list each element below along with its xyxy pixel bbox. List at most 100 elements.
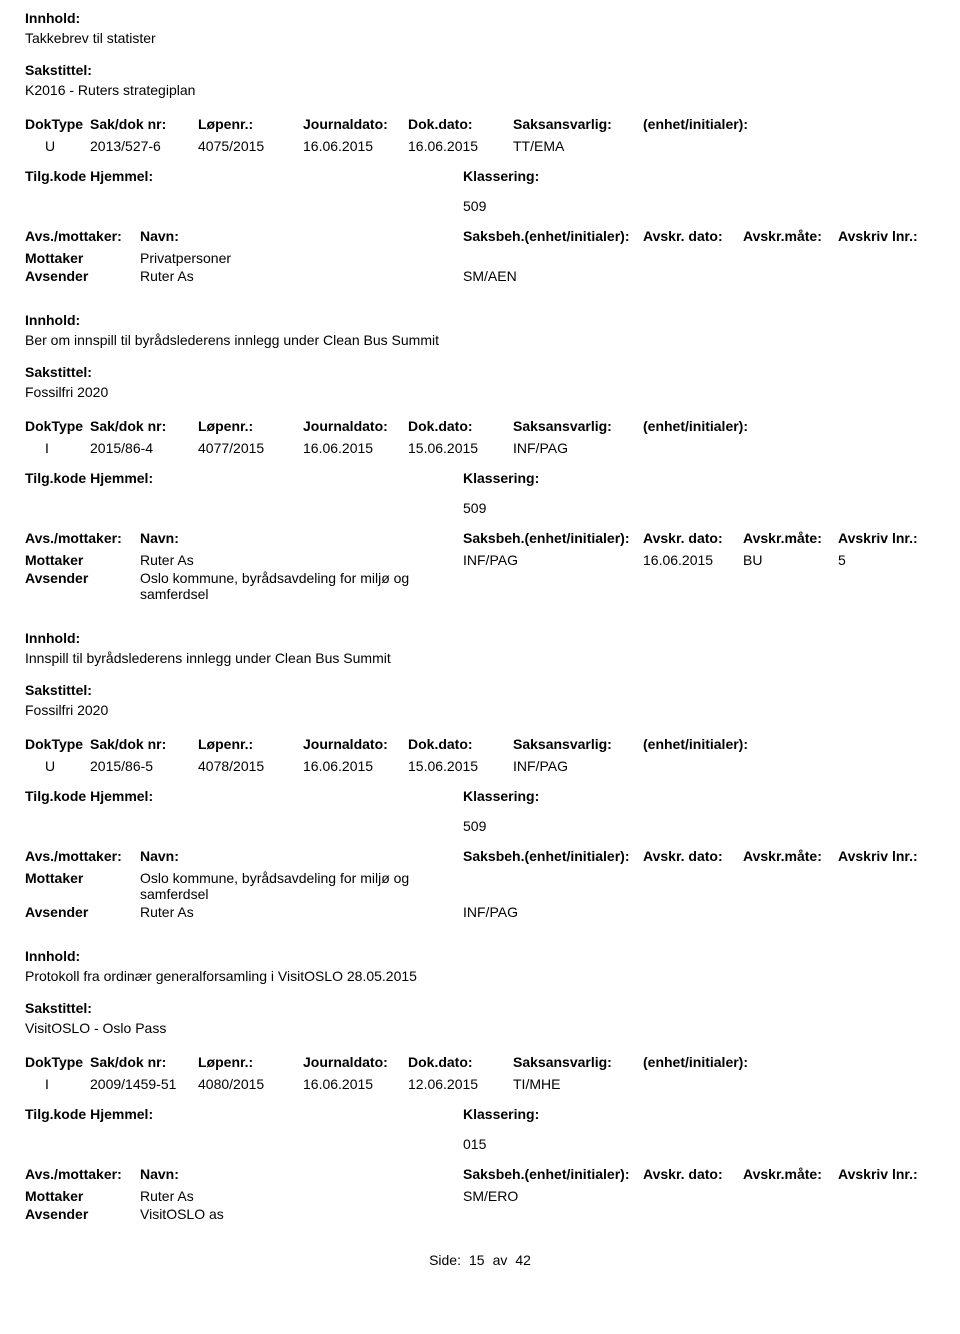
party-saksbeh: INF/PAG	[463, 904, 643, 920]
party-navn: VisitOSLO as	[140, 1206, 463, 1222]
journaldato-value: 16.06.2015	[303, 1076, 408, 1092]
party-avskrdato	[643, 1188, 743, 1204]
party-avskrmate	[743, 1188, 838, 1204]
avskrmate-label: Avskr.måte:	[743, 848, 838, 864]
dokdato-value: 12.06.2015	[408, 1076, 513, 1092]
avskrmate-label: Avskr.måte:	[743, 530, 838, 546]
saksansvarlig-header: Saksansvarlig:	[513, 116, 643, 132]
lopenr-value: 4080/2015	[198, 1076, 303, 1092]
party-row: MottakerOslo kommune, byrådsavdeling for…	[25, 870, 935, 902]
party-avskrlnr	[838, 250, 933, 266]
klassering-label: Klassering:	[463, 1106, 539, 1122]
party-avskrmate	[743, 250, 838, 266]
saksansvarlig-header: Saksansvarlig:	[513, 736, 643, 752]
avsmottaker-label: Avs./mottaker:	[25, 1166, 140, 1182]
party-avskrmate	[743, 570, 838, 602]
party-role: Avsender	[25, 904, 140, 920]
journaldato-value: 16.06.2015	[303, 138, 408, 154]
innhold-text: Innspill til byrådslederens innlegg unde…	[25, 650, 935, 666]
innhold-label: Innhold:	[25, 312, 935, 328]
tilgkode-hjemmel-label: Tilg.kode Hjemmel:	[25, 168, 463, 184]
sakstittel-text: K2016 - Ruters strategiplan	[25, 82, 935, 98]
sakdok-header: Sak/dok nr:	[90, 418, 198, 434]
enhet-header: (enhet/initialer):	[643, 116, 843, 132]
party-avskrdato	[643, 870, 743, 902]
records-container: Innhold: Takkebrev til statister Sakstitte…	[25, 10, 935, 1222]
lopenr-header: Løpenr.:	[198, 418, 303, 434]
saksbeh-label: Saksbeh.(enhet/initialer):	[463, 1166, 643, 1182]
innhold-text: Ber om innspill til byrådslederens innle…	[25, 332, 935, 348]
party-row: MottakerPrivatpersoner	[25, 250, 935, 266]
sakstittel-text: VisitOSLO - Oslo Pass	[25, 1020, 935, 1036]
sakstittel-label: Sakstittel:	[25, 1000, 935, 1016]
navn-label: Navn:	[140, 1166, 463, 1182]
innhold-text: Takkebrev til statister	[25, 30, 935, 46]
saksansvarlig-value: INF/PAG	[513, 758, 643, 774]
party-role: Mottaker	[25, 552, 140, 568]
tilgkode-klassering-row: Tilg.kode Hjemmel:Klassering:	[25, 470, 935, 486]
footer-total-pages: 42	[515, 1252, 531, 1268]
party-row: AvsenderRuter AsINF/PAG	[25, 904, 935, 920]
sakstittel-text: Fossilfri 2020	[25, 702, 935, 718]
footer-side-label: Side:	[429, 1252, 461, 1268]
party-row: AvsenderOslo kommune, byrådsavdeling for…	[25, 570, 935, 602]
avskrlnr-label: Avskriv lnr.:	[838, 228, 933, 244]
record-data-row: I2015/86-44077/201516.06.201515.06.2015I…	[25, 440, 935, 456]
party-avskrmate	[743, 904, 838, 920]
sakdok-header: Sak/dok nr:	[90, 116, 198, 132]
avsmottaker-header-row: Avs./mottaker:Navn:Saksbeh.(enhet/initia…	[25, 530, 935, 546]
klassering-label: Klassering:	[463, 470, 539, 486]
party-avskrlnr	[838, 1188, 933, 1204]
lopenr-header: Løpenr.:	[198, 1054, 303, 1070]
klassering-label: Klassering:	[463, 788, 539, 804]
record-data-row: I2009/1459-514080/201516.06.201512.06.20…	[25, 1076, 935, 1092]
innhold-label: Innhold:	[25, 10, 935, 26]
party-navn: Privatpersoner	[140, 250, 463, 266]
tilgkode-hjemmel-label: Tilg.kode Hjemmel:	[25, 1106, 463, 1122]
avskrdato-label: Avskr. dato:	[643, 530, 743, 546]
journaldato-header: Journaldato:	[303, 418, 408, 434]
party-role: Avsender	[25, 268, 140, 284]
enhet-value	[643, 1076, 843, 1092]
enhet-value	[643, 138, 843, 154]
avskrlnr-label: Avskriv lnr.:	[838, 530, 933, 546]
party-navn: Ruter As	[140, 552, 463, 568]
party-avskrdato	[643, 1206, 743, 1222]
lopenr-header: Løpenr.:	[198, 116, 303, 132]
saksansvarlig-value: INF/PAG	[513, 440, 643, 456]
party-navn: Oslo kommune, byrådsavdeling for miljø o…	[140, 870, 463, 902]
enhet-header: (enhet/initialer):	[643, 1054, 843, 1070]
journal-record: Innhold:Innspill til byrådslederens innl…	[25, 630, 935, 920]
party-navn: Ruter As	[140, 904, 463, 920]
party-avskrlnr	[838, 870, 933, 902]
party-saksbeh: INF/PAG	[463, 552, 643, 568]
party-avskrmate	[743, 1206, 838, 1222]
avsmottaker-header-row: Avs./mottaker:Navn:Saksbeh.(enhet/initia…	[25, 848, 935, 864]
party-saksbeh	[463, 570, 643, 602]
avskrmate-label: Avskr.måte:	[743, 1166, 838, 1182]
saksansvarlig-value: TI/MHE	[513, 1076, 643, 1092]
tilgkode-hjemmel-label: Tilg.kode Hjemmel:	[25, 470, 463, 486]
party-avskrdato: 16.06.2015	[643, 552, 743, 568]
party-avskrlnr	[838, 268, 933, 284]
dokdato-value: 15.06.2015	[408, 440, 513, 456]
page-footer: Side: 15 av 42	[25, 1252, 935, 1268]
party-row: MottakerRuter AsSM/ERO	[25, 1188, 935, 1204]
enhet-value	[643, 440, 843, 456]
innhold-label: Innhold:	[25, 948, 935, 964]
doktype-header: DokType	[25, 1054, 90, 1070]
lopenr-header: Løpenr.:	[198, 736, 303, 752]
journaldato-value: 16.06.2015	[303, 758, 408, 774]
saksansvarlig-value: TT/EMA	[513, 138, 643, 154]
saksbeh-label: Saksbeh.(enhet/initialer):	[463, 848, 643, 864]
avskrmate-label: Avskr.måte:	[743, 228, 838, 244]
party-row: AvsenderRuter AsSM/AEN	[25, 268, 935, 284]
party-avskrmate	[743, 870, 838, 902]
navn-label: Navn:	[140, 228, 463, 244]
klassering-value: 509	[463, 198, 935, 214]
doktype-header: DokType	[25, 418, 90, 434]
party-navn: Ruter As	[140, 1188, 463, 1204]
dokdato-header: Dok.dato:	[408, 736, 513, 752]
doktype-value: U	[25, 758, 90, 774]
avsmottaker-header-row: Avs./mottaker:Navn:Saksbeh.(enhet/initia…	[25, 228, 935, 244]
